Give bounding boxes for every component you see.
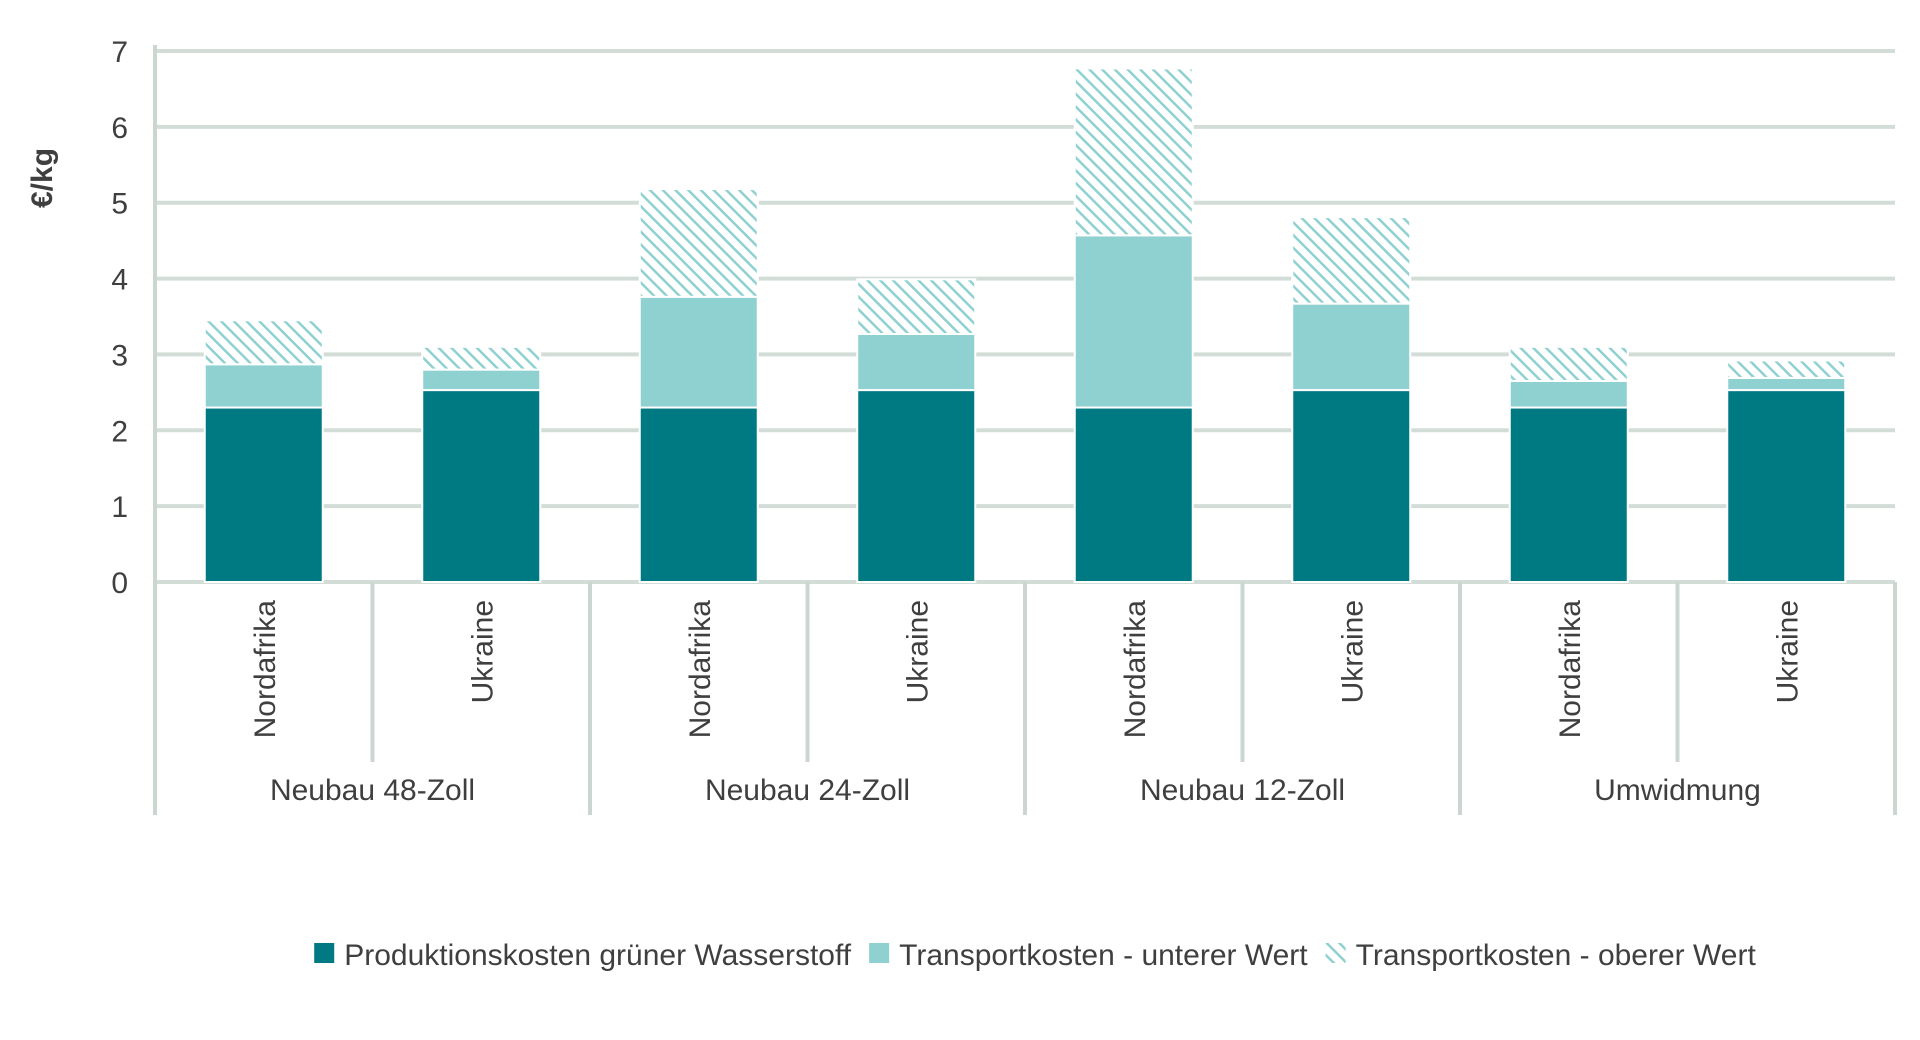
legend-swatch (869, 943, 890, 963)
x-group-label: Neubau 48-Zoll (270, 774, 475, 807)
bar-segment-1-ukraine (421, 389, 542, 583)
bar-segment-1-nordafrika (638, 406, 759, 583)
bar-segment-2-ukraine (856, 332, 977, 392)
bar-segment-2-ukraine (1726, 376, 1847, 392)
legend-swatch (1325, 943, 1346, 963)
bars (203, 67, 1847, 583)
bar-segment-3-nordafrika (203, 319, 324, 366)
legend-label: Produktionskosten grüner Wasserstoff (344, 939, 852, 972)
bar-segment-1-ukraine (856, 389, 977, 583)
x-category-label: Ukraine (466, 600, 499, 703)
bar-segment-2-nordafrika (638, 295, 759, 409)
x-group-label: Neubau 12-Zoll (1140, 774, 1345, 807)
legend-item: Produktionskosten grüner Wasserstoff (314, 939, 852, 972)
y-tick-label: 1 (111, 491, 128, 524)
bar-segment-3-ukraine (1291, 216, 1412, 305)
y-axis-title: €/kg (26, 148, 59, 208)
bar-segment-1-ukraine (1726, 389, 1847, 583)
bar-segment-3-nordafrika (638, 188, 759, 298)
legend-label: Transportkosten - unterer Wert (899, 939, 1308, 972)
y-tick-label: 6 (111, 112, 128, 145)
bar-segment-3-ukraine (856, 278, 977, 335)
y-tick-label: 7 (111, 36, 128, 69)
bar-segment-1-nordafrika (1073, 406, 1194, 583)
bar-segment-2-nordafrika (203, 363, 324, 409)
legend-item: Transportkosten - unterer Wert (869, 939, 1308, 972)
bar-segment-3-ukraine (1726, 359, 1847, 379)
bar-segment-1-nordafrika (203, 406, 324, 583)
bar-segment-3-ukraine (421, 345, 542, 371)
y-tick-label: 5 (111, 188, 128, 221)
legend-swatch (314, 943, 335, 963)
bar-segment-2-nordafrika (1508, 379, 1629, 409)
legend: Produktionskosten grüner Wasserstoff Tran… (314, 939, 1756, 972)
x-category-label: Nordafrika (684, 600, 717, 739)
bar-segment-1-ukraine (1291, 389, 1412, 583)
bar-segment-3-nordafrika (1508, 345, 1629, 382)
legend-label: Transportkosten - oberer Wert (1356, 939, 1757, 972)
y-tick-label: 2 (111, 415, 128, 448)
grid-lines (155, 49, 1895, 584)
x-category-label: Nordafrika (1119, 600, 1152, 739)
bar-segment-2-ukraine (1291, 302, 1412, 392)
bar-segment-2-nordafrika (1073, 234, 1194, 409)
x-category-label: Nordafrika (249, 600, 282, 739)
x-category-label: Ukraine (1771, 600, 1804, 703)
axis-labels: €/kg 0 1 2 3 4 5 6 7 Nordafrika Ukraine Nordafrika… (26, 36, 1804, 807)
x-group-label: Umwidmung (1594, 774, 1761, 807)
legend-item: Transportkosten - oberer Wert (1325, 939, 1757, 972)
bar-segment-3-nordafrika (1073, 67, 1194, 237)
y-tick-label: 3 (111, 339, 128, 372)
x-group-label: Neubau 24-Zoll (705, 774, 910, 807)
y-tick-label: 4 (111, 264, 128, 297)
x-category-label: Ukraine (1336, 600, 1369, 703)
x-category-label: Nordafrika (1554, 600, 1587, 739)
y-tick-label: 0 (111, 567, 128, 600)
axes (153, 45, 1897, 815)
x-category-label: Ukraine (901, 600, 934, 703)
bar-segment-1-nordafrika (1508, 406, 1629, 583)
bar-segment-2-ukraine (421, 368, 542, 392)
